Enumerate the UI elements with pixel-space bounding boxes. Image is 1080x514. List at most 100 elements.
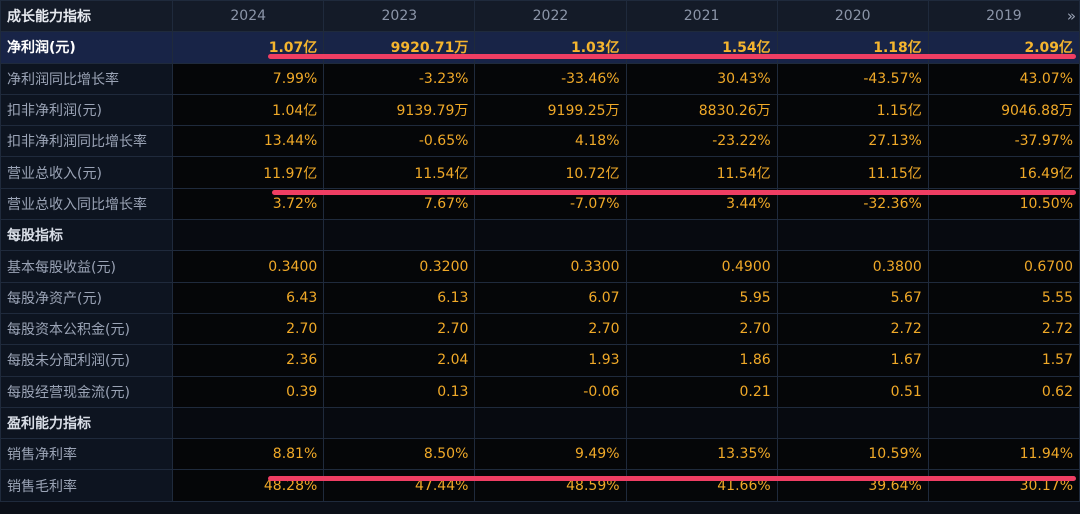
- cell-value-2019: 0.62: [927, 375, 1080, 408]
- header-year-2019[interactable]: 2019 »: [927, 0, 1080, 33]
- cell-value-2021: [625, 406, 778, 440]
- cell-value-2024: 0.3400: [172, 250, 325, 283]
- cell-value-2024: 3.72%: [172, 187, 325, 221]
- row-label: 扣非净利润(元): [0, 93, 174, 127]
- cell-value-2021: 8830.26万: [625, 93, 778, 127]
- financial-indicators-table: 成长能力指标 2024 2023 2022 2021 2020 2019 » 净…: [0, 0, 1080, 502]
- row-label: 净利润同比增长率: [0, 62, 174, 95]
- cell-value-2020: [776, 219, 929, 252]
- cell-value-2021: -23.22%: [625, 125, 778, 158]
- table-row: 净利润(元) 1.07亿 9920.71万 1.03亿 1.54亿 1.18亿 2.09亿: [0, 31, 1080, 64]
- cell-value-2019: 0.6700: [927, 250, 1080, 283]
- row-label: 扣非净利润同比增长率: [0, 125, 174, 158]
- cell-value-2020: -43.57%: [776, 62, 929, 95]
- cell-value-2022: 48.59%: [474, 469, 627, 502]
- table-row: 每股净资产(元) 6.43 6.13 6.07 5.95 5.67 5.55: [0, 281, 1080, 314]
- table-row: 销售净利率 8.81% 8.50% 9.49% 13.35% 10.59% 11.94%: [0, 438, 1080, 471]
- row-label: 营业总收入同比增长率: [0, 187, 174, 221]
- cell-value-2022: 1.93: [474, 344, 627, 377]
- cell-value-2019: -37.97%: [927, 125, 1080, 158]
- cell-value-2022: 0.3300: [474, 250, 627, 283]
- table-row: 每股资本公积金(元) 2.70 2.70 2.70 2.70 2.72 2.72: [0, 312, 1080, 346]
- cell-value-2024: 2.36: [172, 344, 325, 377]
- cell-value-2020: 0.51: [776, 375, 929, 408]
- cell-value-2021: 3.44%: [625, 187, 778, 221]
- header-year-2024[interactable]: 2024: [172, 0, 325, 33]
- cell-value-2020: 0.3800: [776, 250, 929, 283]
- cell-value-2019: 43.07%: [927, 62, 1080, 95]
- header-year-2020[interactable]: 2020: [776, 0, 929, 33]
- cell-value-2024: 1.04亿: [172, 93, 325, 127]
- header-year-2019-label: 2019: [986, 8, 1022, 25]
- table-row: 每股经营现金流(元) 0.39 0.13 -0.06 0.21 0.51 0.62: [0, 375, 1080, 408]
- cell-value-2021: 1.54亿: [625, 31, 778, 64]
- row-label: 销售净利率: [0, 438, 174, 471]
- row-label: 基本每股收益(元): [0, 250, 174, 283]
- cell-value-2023: [323, 406, 476, 440]
- cell-value-2023: -3.23%: [323, 62, 476, 95]
- cell-value-2024: 13.44%: [172, 125, 325, 158]
- table-row: 扣非净利润同比增长率 13.44% -0.65% 4.18% -23.22% 27.13%…: [0, 125, 1080, 158]
- cell-value-2022: 1.03亿: [474, 31, 627, 64]
- cell-value-2020: 5.67: [776, 281, 929, 314]
- table-row: 基本每股收益(元) 0.3400 0.3200 0.3300 0.4900 0.3800 0…: [0, 250, 1080, 283]
- table-header-row: 成长能力指标 2024 2023 2022 2021 2020 2019 »: [0, 0, 1080, 33]
- cell-value-2023: 2.70: [323, 312, 476, 346]
- double-chevron-right-icon[interactable]: »: [1066, 7, 1076, 25]
- cell-value-2020: 1.15亿: [776, 93, 929, 127]
- cell-value-2024: 11.97亿: [172, 156, 325, 189]
- cell-value-2022: -33.46%: [474, 62, 627, 95]
- cell-value-2020: 10.59%: [776, 438, 929, 471]
- cell-value-2023: 8.50%: [323, 438, 476, 471]
- cell-value-2024: 8.81%: [172, 438, 325, 471]
- cell-value-2022: 9.49%: [474, 438, 627, 471]
- cell-value-2021: 30.43%: [625, 62, 778, 95]
- header-growth-indicators: 成长能力指标: [0, 0, 174, 33]
- cell-value-2024: 48.28%: [172, 469, 325, 502]
- cell-value-2019: [927, 219, 1080, 252]
- row-label: 盈利能力指标: [0, 406, 174, 440]
- cell-value-2024: 6.43: [172, 281, 325, 314]
- header-year-2021[interactable]: 2021: [625, 0, 778, 33]
- table-row: 营业总收入同比增长率 3.72% 7.67% -7.07% 3.44% -32.36% 10…: [0, 187, 1080, 221]
- cell-value-2023: 6.13: [323, 281, 476, 314]
- cell-value-2023: 7.67%: [323, 187, 476, 221]
- cell-value-2022: 4.18%: [474, 125, 627, 158]
- cell-value-2020: 1.67: [776, 344, 929, 377]
- cell-value-2021: 41.66%: [625, 469, 778, 502]
- cell-value-2021: 11.54亿: [625, 156, 778, 189]
- cell-value-2024: 2.70: [172, 312, 325, 346]
- cell-value-2021: 5.95: [625, 281, 778, 314]
- cell-value-2019: 2.72: [927, 312, 1080, 346]
- cell-value-2019: 10.50%: [927, 187, 1080, 221]
- cell-value-2020: -32.36%: [776, 187, 929, 221]
- cell-value-2024: 0.39: [172, 375, 325, 408]
- cell-value-2023: 11.54亿: [323, 156, 476, 189]
- cell-value-2023: 9139.79万: [323, 93, 476, 127]
- cell-value-2021: [625, 219, 778, 252]
- table-row: 净利润同比增长率 7.99% -3.23% -33.46% 30.43% -43.57% 4…: [0, 62, 1080, 95]
- cell-value-2023: 0.13: [323, 375, 476, 408]
- cell-value-2021: 13.35%: [625, 438, 778, 471]
- cell-value-2019: 1.57: [927, 344, 1080, 377]
- cell-value-2022: -0.06: [474, 375, 627, 408]
- cell-value-2020: 39.64%: [776, 469, 929, 502]
- cell-value-2023: [323, 219, 476, 252]
- cell-value-2024: [172, 406, 325, 440]
- cell-value-2020: [776, 406, 929, 440]
- cell-value-2019: 2.09亿: [927, 31, 1080, 64]
- cell-value-2019: 11.94%: [927, 438, 1080, 471]
- cell-value-2024: 7.99%: [172, 62, 325, 95]
- header-year-2022[interactable]: 2022: [474, 0, 627, 33]
- cell-value-2022: [474, 406, 627, 440]
- row-label: 每股未分配利润(元): [0, 344, 174, 377]
- table-row: 营业总收入(元) 11.97亿 11.54亿 10.72亿 11.54亿 11.15亿 16…: [0, 156, 1080, 189]
- table-row: 每股指标: [0, 219, 1080, 252]
- cell-value-2022: [474, 219, 627, 252]
- table-row: 盈利能力指标: [0, 406, 1080, 440]
- cell-value-2019: 5.55: [927, 281, 1080, 314]
- header-year-2023[interactable]: 2023: [323, 0, 476, 33]
- table-row: 扣非净利润(元) 1.04亿 9139.79万 9199.25万 8830.26万 1.1…: [0, 93, 1080, 127]
- cell-value-2023: 9920.71万: [323, 31, 476, 64]
